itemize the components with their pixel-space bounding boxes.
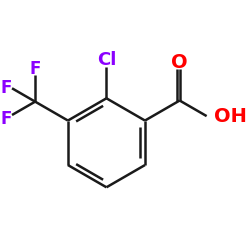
- Text: O: O: [171, 53, 188, 72]
- Text: Cl: Cl: [97, 51, 116, 69]
- Text: OH: OH: [214, 106, 247, 126]
- Text: F: F: [1, 79, 12, 97]
- Text: F: F: [1, 110, 12, 128]
- Text: F: F: [30, 60, 41, 78]
